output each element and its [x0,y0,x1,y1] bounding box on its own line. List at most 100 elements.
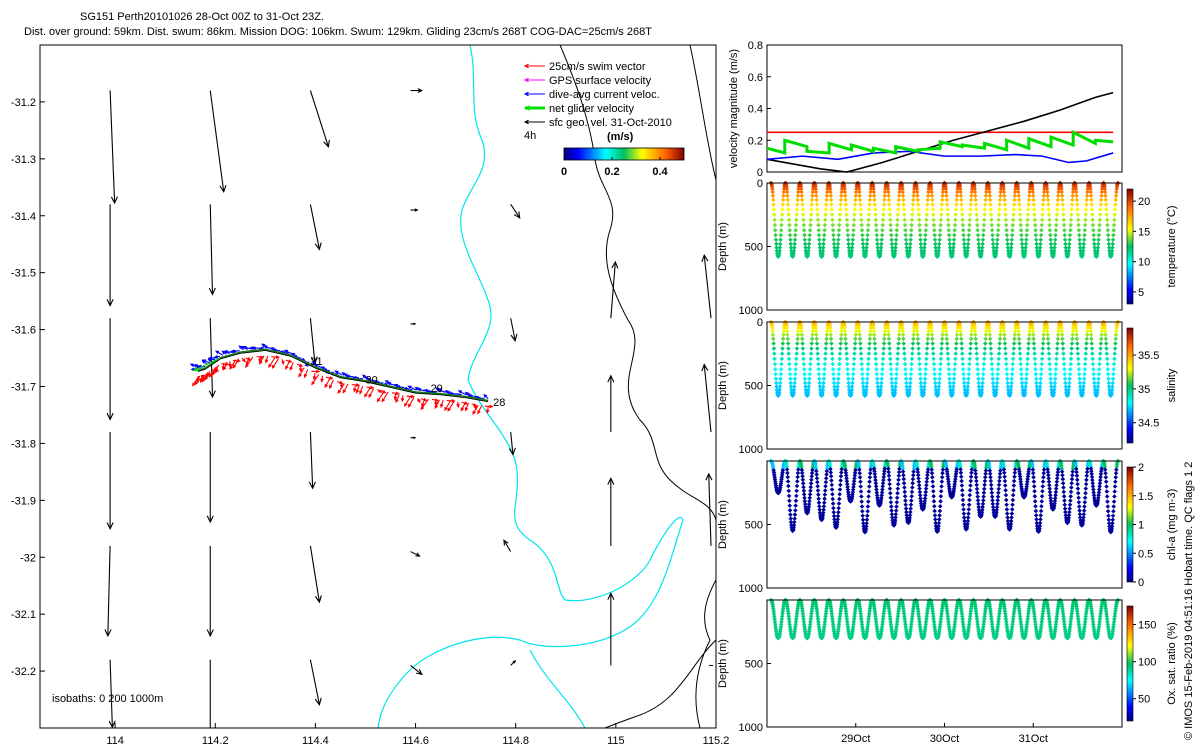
chla-colorbar-tick-label-1: 0.5 [1138,548,1153,560]
geo-vector-29 [708,473,712,546]
velocity-y-tick-label-1: 0.2 [748,135,763,147]
swim-vector-49-head [315,369,321,374]
temperature-point [862,254,868,259]
geo-vector-20 [510,431,514,455]
swim-vector-40 [337,383,345,394]
velocity-series-3 [766,129,1114,155]
swim-vector-23-head [410,394,415,399]
geo-vector-23-head [104,629,112,638]
swim-vector-61-head [264,359,269,364]
swim-vector-55-head [285,365,289,370]
swim-vector-41-head [339,384,344,389]
swim-vector-36-head [355,389,360,394]
swim-vector-47 [311,374,320,385]
swim-vector-53-head [299,363,304,368]
colorbar-tick-label-1: 0.2 [604,166,619,178]
legend-arrow-4-head [523,119,529,125]
geo-vector-10-head [208,390,216,399]
map-y-tick-label-10: -32.2 [11,666,36,678]
dac-vector-72-head [201,359,206,364]
chla-colorbar-label: chl-a (mg m-3) [1166,489,1178,561]
temperature-colorbar-tick-label-2: 15 [1138,226,1150,238]
figure-title: SG151 Perth20101026 28-Oct 00Z to 31-Oct… [80,11,324,23]
map-x-tick-label-2: 114.4 [302,735,329,747]
salinity-y-tick-label-2: 1000 [739,444,763,456]
swim-vector-42-head [339,380,344,385]
chla-ylabel: Depth (m) [717,500,729,549]
net-velocity-vector-head [192,366,199,372]
swim-vector-40-head [337,389,342,394]
legend-arrow-1-head [523,77,529,83]
geo-vector-22-head [701,363,709,372]
oxygen-ylabel: Depth (m) [717,639,729,688]
swim-vector-11-head [444,406,448,412]
map-y-tick-label-6: -31.8 [11,438,36,450]
temperature-y-tick-label-0: 0 [757,178,763,190]
geo-vector-18 [309,432,314,489]
swim-vector-63-head [258,358,262,364]
day-label-3: 31 [310,356,322,368]
geo-vector-25-head [314,595,322,604]
geo-vector-27 [503,540,512,552]
geo-vector-8 [510,204,521,219]
swim-vector-35 [359,386,364,394]
swim-vector-47-head [311,381,315,386]
geo-vector-33 [410,664,423,675]
swim-vector-60-head [275,355,281,359]
geo-vector-9-head [106,412,114,421]
dac-vector-24-head [384,380,389,384]
velocity-series-1 [766,91,1114,173]
swim-vector-9-head [456,403,460,409]
swim-vector-11 [444,400,451,411]
map-x-tick-label-1: 114.2 [202,735,229,747]
map-y-tick-label-7: -31.9 [11,495,36,507]
legend-item-0: 25cm/s swim vector [549,61,646,73]
swim-vector-75-head [225,362,230,367]
dac-vector-22-head [393,383,399,388]
oxygen-y-tick-label-0: 500 [745,659,763,671]
geo-vector-21-head [607,374,615,383]
swim-vector-35-head [359,390,363,395]
swim-vector-25-head [395,398,399,404]
swim-vector-16-head [434,398,440,402]
temperature-point [949,254,954,259]
geo-vector-22 [703,364,712,433]
glider-track [197,348,489,402]
swim-vector-31-head [378,389,383,393]
swim-vector-69-head [232,364,237,369]
swim-vector-3-head [472,410,476,415]
speed-colorbar [563,147,685,161]
map-x-tick-label-0: 114 [106,735,124,747]
geo-vector-16-head [106,522,114,531]
swim-vector-28 [381,391,389,402]
swim-vector-48-head [312,376,317,381]
swim-vector-8-head [464,401,469,405]
colorbar-tick-label-2: 0.4 [652,166,668,178]
colorbar-tick-label-0: 0 [561,166,567,178]
swim-vector-58-head [271,364,276,369]
dac-vector-18 [408,385,417,391]
geo-vector-23 [107,545,111,636]
swim-vector-57-head [281,360,285,366]
geo-vector-5 [209,204,214,295]
swim-vector-85-head [199,378,203,383]
dac-vector-66 [215,350,224,356]
geo-vector-30 [109,659,113,728]
swim-vector-1-head [489,404,494,409]
swim-vector-80-head [204,376,209,381]
swim-vector-62 [259,355,265,365]
temperature-point [819,254,824,259]
dac-vector-36-head [334,370,339,374]
temperature-colorbar [1126,188,1134,305]
swim-vector-58 [272,358,280,369]
swim-vector-28-head [381,398,386,403]
dac-vector-60-head [238,345,243,350]
temperature-y-tick-label-1: 500 [745,242,763,254]
geo-vector-20-head [508,447,516,456]
swim-vector-72-head [228,363,232,368]
swim-vector-15-head [434,401,438,407]
